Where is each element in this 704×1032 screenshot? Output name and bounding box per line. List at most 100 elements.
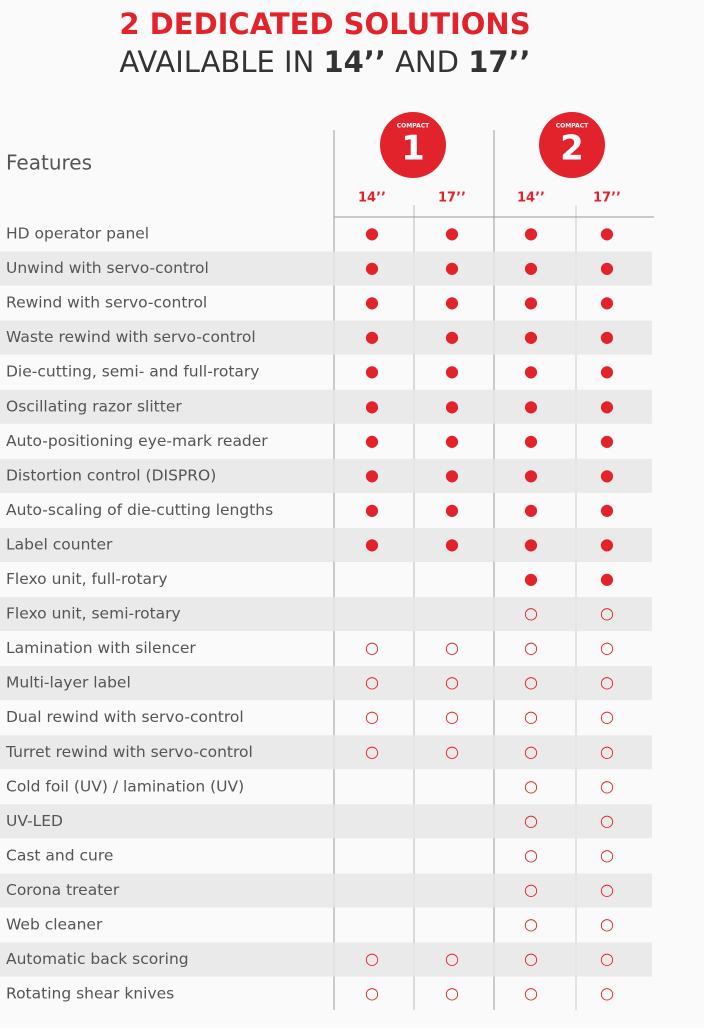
feature-name: Corona treater — [6, 881, 120, 899]
feature-mark: ○ — [445, 984, 459, 1003]
feature-mark: ● — [524, 431, 538, 450]
title-line2: AVAILABLE IN 14’’ AND 17’’ — [119, 45, 530, 79]
feature-name: Flexo unit, semi-rotary — [6, 605, 181, 623]
feature-name: Rotating shear knives — [6, 985, 174, 1003]
row-band — [0, 389, 652, 424]
feature-mark: ● — [365, 396, 379, 415]
feature-name: Dual rewind with servo-control — [6, 708, 244, 726]
feature-name: Multi-layer label — [6, 674, 131, 692]
row-band — [0, 527, 652, 562]
feature-mark: ○ — [600, 673, 614, 692]
row-band — [0, 320, 652, 355]
feature-name: Oscillating razor slitter — [6, 397, 182, 415]
column-header: 17’’ — [593, 191, 621, 206]
feature-mark: ● — [365, 500, 379, 519]
feature-mark: ● — [600, 293, 614, 312]
feature-mark: ● — [600, 431, 614, 450]
feature-mark: ● — [524, 569, 538, 588]
feature-mark: ● — [600, 327, 614, 346]
title-part: AVAILABLE IN — [119, 45, 323, 79]
row-band — [0, 804, 652, 839]
feature-mark: ● — [600, 362, 614, 381]
feature-mark: ● — [524, 293, 538, 312]
feature-mark: ● — [524, 327, 538, 346]
feature-mark: ○ — [524, 949, 538, 968]
feature-mark: ● — [600, 569, 614, 588]
feature-mark: ○ — [365, 984, 379, 1003]
feature-mark: ● — [365, 224, 379, 243]
feature-mark: ○ — [365, 742, 379, 761]
row-band — [0, 873, 652, 908]
badge-label: COMPACT — [556, 123, 589, 130]
feature-name: Cold foil (UV) / lamination (UV) — [6, 777, 244, 795]
feature-mark: ○ — [600, 915, 614, 934]
feature-mark: ○ — [600, 707, 614, 726]
feature-mark: ● — [445, 500, 459, 519]
row-band — [0, 942, 652, 977]
feature-mark: ○ — [600, 604, 614, 623]
feature-mark: ○ — [524, 915, 538, 934]
column-header: 14’’ — [358, 191, 386, 206]
feature-mark: ● — [365, 465, 379, 484]
feature-mark: ○ — [524, 604, 538, 623]
feature-mark: ● — [365, 293, 379, 312]
row-band — [0, 597, 652, 632]
feature-mark: ○ — [365, 949, 379, 968]
row-band — [0, 666, 652, 701]
feature-name: Label counter — [6, 535, 113, 553]
feature-mark: ● — [445, 258, 459, 277]
feature-name: Waste rewind with servo-control — [6, 328, 256, 346]
feature-mark: ○ — [524, 811, 538, 830]
badge — [380, 112, 446, 178]
badge — [539, 112, 605, 178]
feature-name: Rewind with servo-control — [6, 294, 207, 312]
feature-mark: ○ — [445, 707, 459, 726]
feature-name: Cast and cure — [6, 846, 113, 864]
feature-mark: ○ — [600, 984, 614, 1003]
column-header: 14’’ — [517, 191, 545, 206]
feature-mark: ● — [365, 258, 379, 277]
feature-mark: ● — [365, 431, 379, 450]
feature-mark: ● — [445, 465, 459, 484]
feature-name: Automatic back scoring — [6, 950, 189, 968]
feature-mark: ● — [524, 396, 538, 415]
title-part: AND — [386, 45, 468, 79]
feature-mark: ○ — [600, 880, 614, 899]
feature-name: Flexo unit, full-rotary — [6, 570, 168, 588]
feature-name: Auto-positioning eye-mark reader — [6, 432, 268, 450]
feature-mark: ○ — [445, 673, 459, 692]
feature-mark: ○ — [524, 984, 538, 1003]
feature-name: Web cleaner — [6, 916, 103, 934]
feature-mark: ○ — [445, 949, 459, 968]
feature-mark: ○ — [524, 638, 538, 657]
feature-mark: ● — [445, 431, 459, 450]
feature-mark: ● — [600, 500, 614, 519]
badge-label: COMPACT — [397, 123, 430, 130]
column-header: 17’’ — [438, 191, 466, 206]
feature-mark: ● — [365, 362, 379, 381]
feature-mark: ● — [524, 534, 538, 553]
feature-name: Die-cutting, semi- and full-rotary — [6, 363, 259, 381]
feature-mark: ● — [445, 327, 459, 346]
feature-name: Distortion control (DISPRO) — [6, 466, 216, 484]
feature-mark: ● — [524, 258, 538, 277]
feature-name: Turret rewind with servo-control — [5, 743, 253, 761]
feature-name: Lamination with silencer — [6, 639, 196, 657]
feature-mark: ● — [600, 258, 614, 277]
feature-mark: ○ — [524, 673, 538, 692]
title-part: 17’’ — [468, 45, 530, 79]
features-header: Features — [6, 151, 92, 175]
badge-number: 2 — [560, 129, 584, 169]
feature-mark: ● — [445, 534, 459, 553]
feature-mark: ● — [600, 224, 614, 243]
feature-mark: ○ — [524, 845, 538, 864]
feature-mark: ○ — [600, 742, 614, 761]
feature-mark: ○ — [365, 707, 379, 726]
feature-mark: ● — [600, 465, 614, 484]
feature-mark: ● — [524, 500, 538, 519]
feature-mark: ● — [445, 224, 459, 243]
feature-mark: ○ — [524, 880, 538, 899]
row-band — [0, 251, 652, 286]
